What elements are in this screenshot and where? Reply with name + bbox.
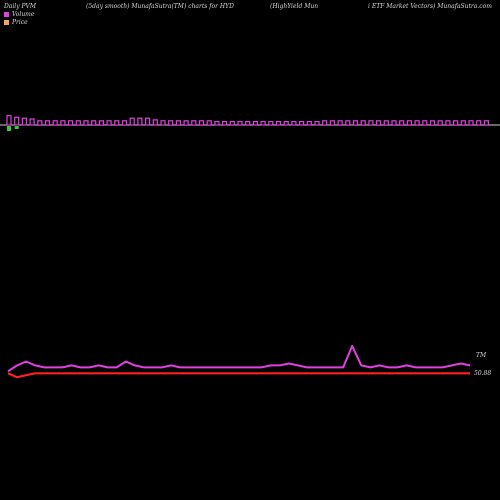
- volume-bar: [391, 120, 397, 126]
- volume-bar: [160, 120, 166, 126]
- volume-bar: [198, 120, 205, 126]
- volume-bar: [60, 120, 66, 126]
- legend: Volume Price: [4, 10, 34, 26]
- volume-bar: [206, 120, 212, 126]
- volume-bar: [214, 120, 220, 126]
- volume-bar-down: [7, 126, 11, 131]
- volume-bar: [14, 116, 20, 126]
- legend-price-swatch: [4, 19, 9, 25]
- volume-bar: [322, 120, 328, 126]
- volume-bar: [191, 120, 197, 126]
- volume-bar: [183, 120, 189, 126]
- volume-bar: [314, 120, 320, 126]
- volume-bars: [6, 115, 489, 131]
- volume-bar: [437, 120, 443, 126]
- volume-bar: [429, 120, 436, 126]
- volume-bar: [237, 120, 243, 126]
- volume-bar: [98, 120, 105, 126]
- volume-bar: [75, 120, 81, 126]
- volume-bar: [229, 120, 235, 126]
- volume-bar: [114, 120, 120, 126]
- volume-bar: [252, 120, 258, 126]
- volume-bar: [414, 120, 420, 126]
- volume-bar: [268, 120, 274, 126]
- volume-bar: [422, 120, 428, 126]
- legend-price: Price: [4, 18, 34, 26]
- legend-price-label: Price: [12, 18, 28, 26]
- volume-bar: [152, 119, 158, 126]
- header-fund-name: (HighYield Mun: [270, 3, 319, 10]
- volume-bar: [245, 120, 251, 126]
- volume-bar: [260, 120, 266, 126]
- volume-bar: [6, 115, 12, 126]
- volume-bar: [468, 120, 474, 126]
- legend-volume: Volume: [4, 10, 34, 18]
- volume-bar: [337, 120, 343, 126]
- volume-bar: [399, 120, 405, 126]
- volume-bar: [37, 120, 43, 126]
- volume-bar: [368, 120, 374, 126]
- volume-bar: [299, 120, 305, 126]
- volume-bar: [52, 120, 58, 126]
- volume-bar: [222, 120, 228, 126]
- volume-bar: [376, 120, 382, 126]
- price-lines: [7, 344, 471, 379]
- volume-bar: [406, 120, 412, 126]
- volume-bar: [145, 117, 151, 126]
- volume-bar: [476, 120, 482, 126]
- volume-bar: [445, 120, 451, 126]
- volume-bar: [67, 120, 74, 126]
- header-title: Daily PVM: [4, 3, 37, 10]
- volume-bar: [44, 120, 51, 126]
- volume-bar: [383, 120, 389, 126]
- volume-bar: [175, 120, 181, 126]
- volume-bar: [91, 120, 97, 126]
- volume-bar: [275, 120, 282, 126]
- volume-bar: [168, 120, 174, 126]
- volume-bar: [29, 118, 35, 126]
- volume-bar: [106, 120, 112, 126]
- header-fund-desc: i ETF Market Vectors) MunafaSutra.com: [368, 3, 492, 10]
- volume-bar: [137, 117, 143, 126]
- legend-volume-swatch: [4, 11, 9, 17]
- volume-bar: [329, 120, 335, 126]
- volume-bar: [360, 120, 366, 126]
- volume-bar: [121, 120, 128, 126]
- volume-bar: [453, 120, 459, 126]
- annotation-price-value: 50.88: [474, 370, 491, 377]
- volume-bar: [306, 120, 312, 126]
- volume-bar-down: [14, 126, 19, 129]
- moving-average-line: [7, 372, 470, 379]
- volume-bar: [352, 120, 359, 126]
- header-subtitle: (5day smooth) MunafaSutra(TM) charts for…: [86, 3, 234, 10]
- volume-bar: [291, 120, 297, 126]
- volume-bar: [483, 120, 489, 126]
- volume-bar: [460, 120, 466, 126]
- legend-volume-label: Volume: [12, 10, 35, 18]
- price-line: [7, 344, 471, 373]
- volume-bar: [283, 120, 289, 126]
- annotation-tm: TM: [476, 352, 487, 359]
- volume-bar: [83, 120, 89, 126]
- volume-bar: [345, 120, 351, 126]
- volume-bar: [21, 117, 27, 126]
- volume-bar: [129, 117, 135, 126]
